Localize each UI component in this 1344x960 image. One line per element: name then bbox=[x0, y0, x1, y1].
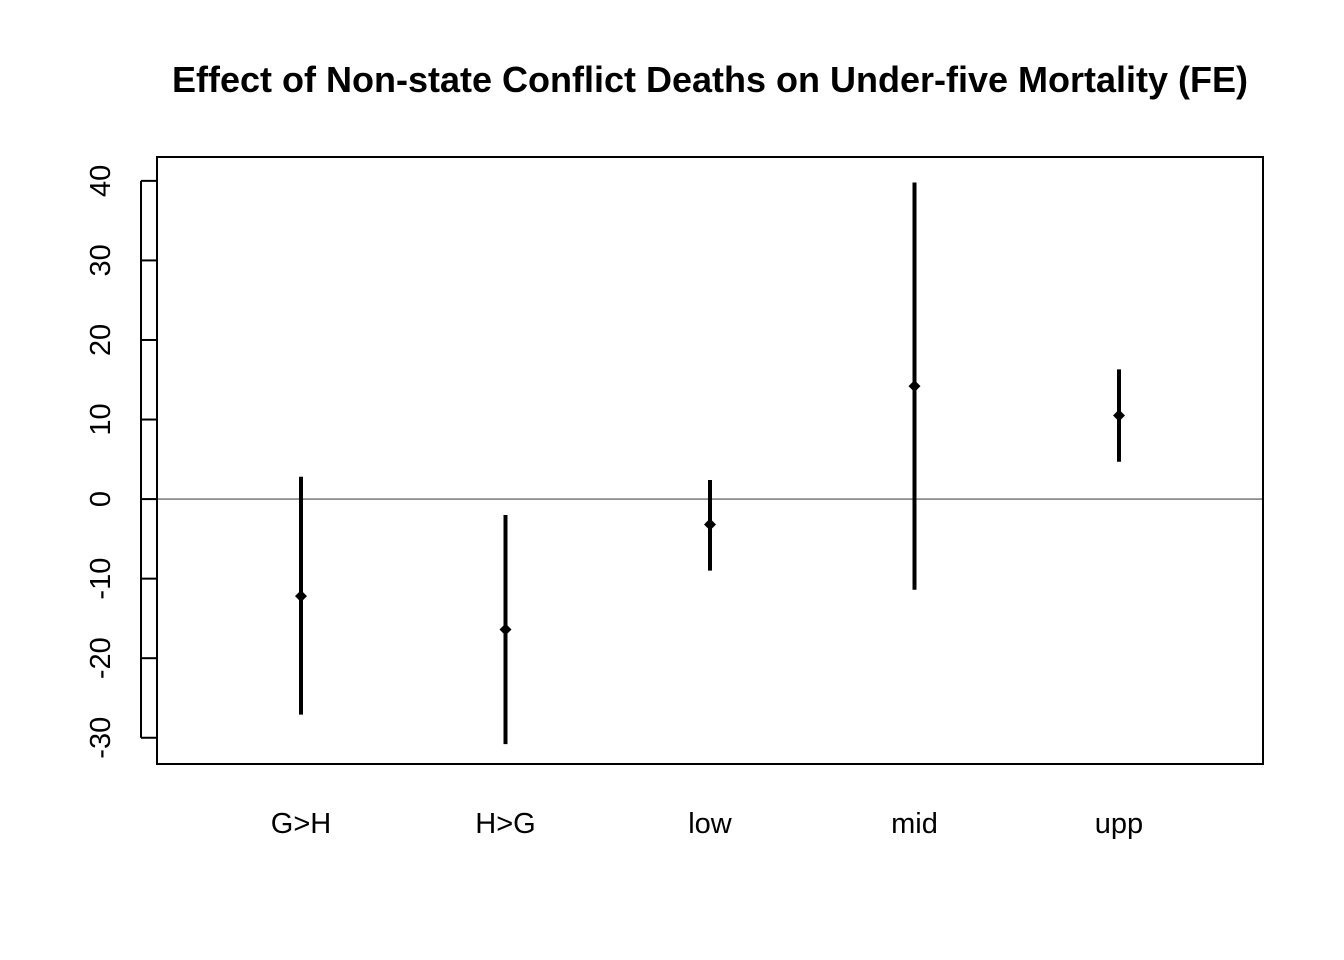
y-tick-label: 20 bbox=[85, 324, 117, 356]
y-tick-label: -10 bbox=[85, 558, 117, 600]
y-tick-label: 10 bbox=[85, 403, 117, 435]
y-tick-label: 40 bbox=[85, 165, 117, 197]
x-tick-label: mid bbox=[891, 808, 938, 840]
x-tick-label: low bbox=[688, 808, 733, 840]
y-tick-label: 0 bbox=[85, 491, 117, 507]
y-tick-label: 30 bbox=[85, 244, 117, 276]
error-bars bbox=[295, 182, 1125, 745]
plot-frame bbox=[156, 156, 1264, 765]
y-axis: -30 -20 -10 0 10 20 30 40 bbox=[85, 165, 157, 759]
point-estimate-marker bbox=[908, 380, 921, 393]
x-axis: G>H H>G low mid upp bbox=[271, 808, 1143, 840]
x-tick-label: upp bbox=[1095, 808, 1143, 840]
point-estimate-marker bbox=[499, 623, 512, 636]
x-tick-label: H>G bbox=[475, 808, 535, 840]
y-tick-label: -20 bbox=[85, 637, 117, 679]
y-tick-label: -30 bbox=[85, 717, 117, 759]
x-tick-label: G>H bbox=[271, 808, 331, 840]
chart-title: Effect of Non-state Conflict Deaths on U… bbox=[172, 59, 1248, 100]
point-estimate-marker bbox=[295, 590, 307, 603]
point-estimate-marker bbox=[1113, 409, 1125, 422]
point-estimate-marker bbox=[704, 518, 716, 531]
